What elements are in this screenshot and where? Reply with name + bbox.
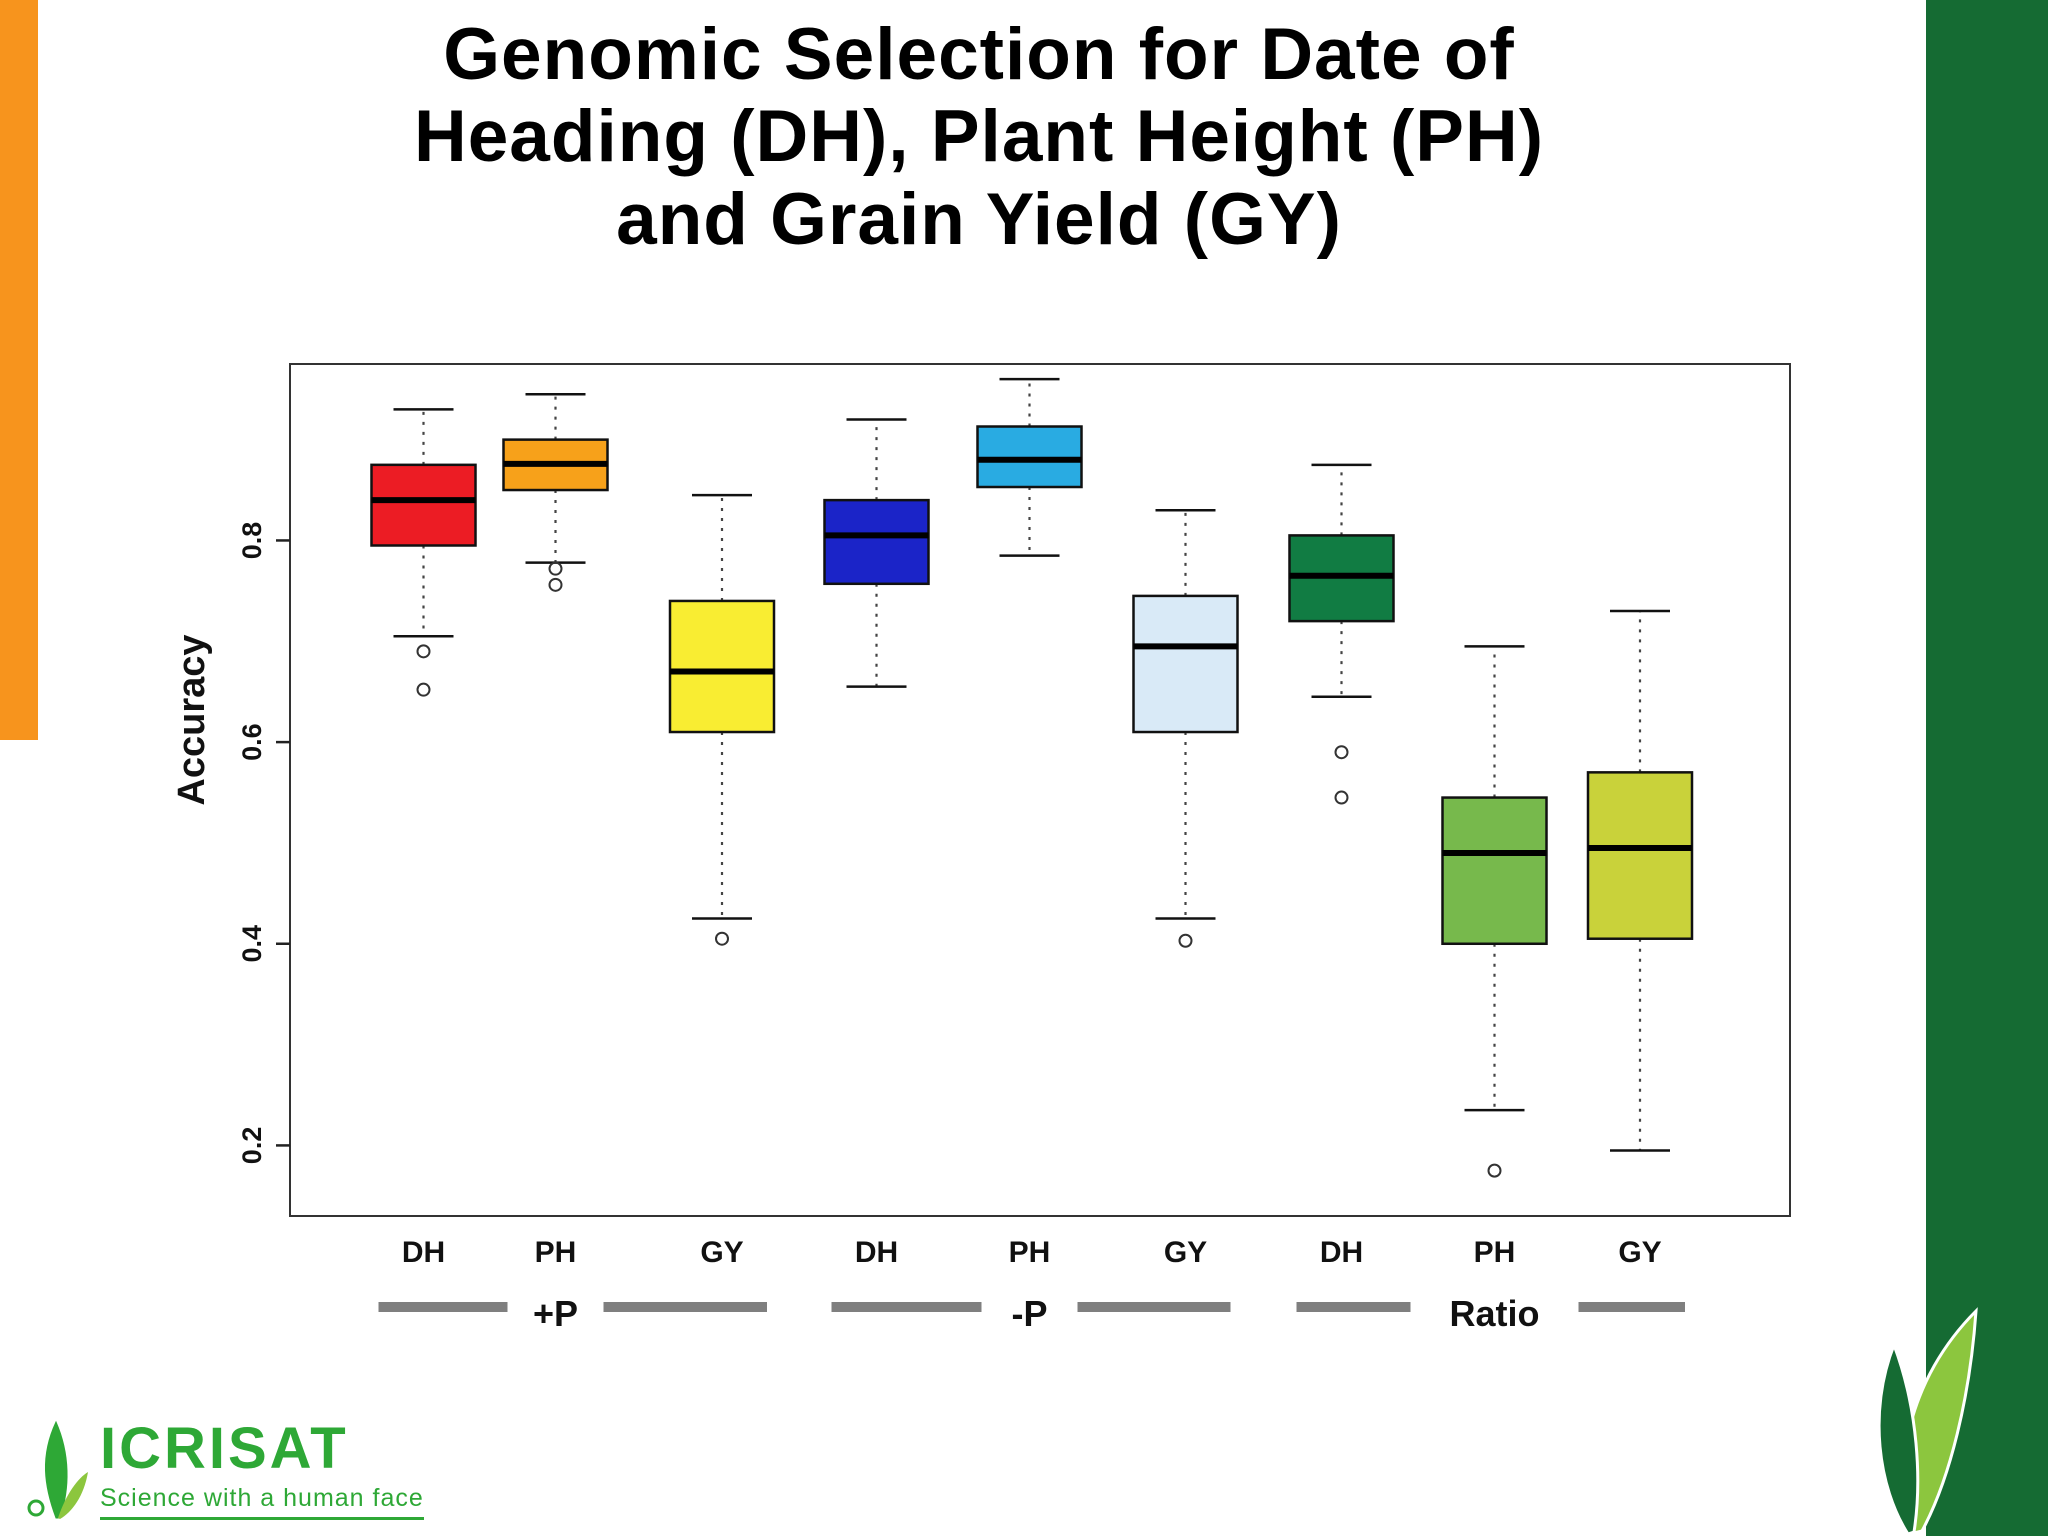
x-tick-label-+P-PH: PH [535, 1236, 577, 1269]
box-Ratio-PH-outlier-0 [1487, 1163, 1502, 1178]
x-tick-label-+P-DH: DH [402, 1236, 445, 1269]
y-tick-label: 0.8 [237, 522, 267, 560]
box--P-GY [1132, 594, 1239, 734]
group-label-+P: +P [533, 1293, 578, 1334]
icrisat-wordmark: ICRISAT [100, 1416, 349, 1481]
box-+P-GY-outlier-0 [715, 931, 729, 946]
group-bar-right-+P [603, 1302, 767, 1312]
x-tick-label--P-DH: DH [855, 1236, 898, 1269]
icrisat-leaf-icon [27, 1420, 88, 1519]
y-tick-label: 0.2 [237, 1127, 267, 1165]
right-accent-bar [1926, 0, 2048, 1536]
box-+P-GY [668, 599, 776, 734]
box-Ratio-PH [1441, 796, 1548, 946]
box-Ratio-DH-outlier-1 [1334, 790, 1349, 805]
box--P-PH [976, 425, 1083, 489]
box-Ratio-GY [1586, 771, 1694, 940]
x-tick-label-Ratio-GY: GY [1618, 1236, 1661, 1269]
x-tick-label--P-PH: PH [1009, 1236, 1051, 1269]
group-bar-left--P [831, 1302, 982, 1312]
box-+P-PH-outlier-0 [548, 561, 563, 576]
group-bar-left-+P [378, 1302, 508, 1312]
x-tick-label--P-GY: GY [1164, 1236, 1207, 1269]
box-+P-PH-outlier-1 [548, 577, 563, 592]
group-bar-right-Ratio [1578, 1302, 1685, 1312]
group-bar-left-Ratio [1296, 1302, 1411, 1312]
y-tick-label: 0.6 [237, 723, 267, 761]
chart-area: 0.2 0.4 0.6 0.8 Accuracy DH PH GY DH PH GY DH PH GY +P… [170, 350, 1850, 1350]
group-label--P: -P [1012, 1293, 1048, 1334]
left-accent-bar [0, 0, 38, 740]
box-Ratio-DH-outlier-0 [1334, 745, 1349, 760]
corner-leaf-icon [1870, 1307, 1978, 1536]
icrisat-tagline: Science with a human face [100, 1484, 424, 1520]
x-tick-label-Ratio-PH: PH [1474, 1236, 1516, 1269]
y-tick-label: 0.4 [237, 925, 267, 963]
box-+P-DH-outlier-1 [416, 682, 431, 697]
boxplot-svg: 0.2 0.4 0.6 0.8 Accuracy DH PH GY DH PH GY DH PH GY +P… [171, 363, 1791, 1334]
box-+P-DH-outlier-0 [416, 644, 431, 659]
title-line-3: and Grain Yield (GY) [616, 178, 1342, 260]
plot-frame [289, 363, 1791, 1217]
box-+P-DH [370, 463, 477, 547]
box--P-GY-outlier-0 [1178, 933, 1193, 948]
title-line-2: Heading (DH), Plant Height (PH) [413, 96, 1545, 178]
y-axis-label: Accuracy [171, 634, 213, 805]
box--P-DH [823, 498, 930, 586]
page-title: Genomic Selection for Date of Heading (D… [70, 14, 1888, 261]
icrisat-logo: ICRISAT Science with a human face [26, 1416, 424, 1520]
x-tick-label-+P-GY: GY [700, 1236, 743, 1269]
title-line-1: Genomic Selection for Date of [443, 14, 1515, 95]
group-label-Ratio: Ratio [1450, 1293, 1540, 1334]
x-tick-label-Ratio-DH: DH [1320, 1236, 1363, 1269]
group-bar-right--P [1077, 1302, 1231, 1312]
